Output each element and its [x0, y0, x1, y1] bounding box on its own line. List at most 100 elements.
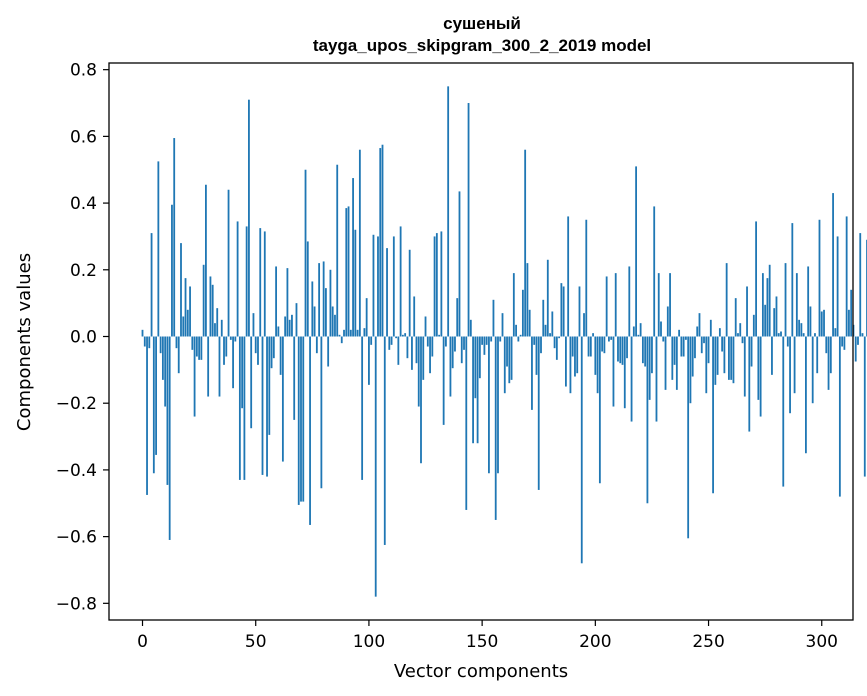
bar-251 [709, 319, 712, 337]
bar-305 [832, 193, 834, 337]
bar-244 [694, 336, 696, 359]
bar-259 [728, 336, 730, 380]
bar-44 [241, 336, 244, 409]
bar-181 [551, 311, 554, 337]
bar-81 [325, 288, 327, 337]
bar-50 [254, 336, 257, 354]
y-tick-label: 0.8 [70, 61, 97, 81]
bar-179 [546, 259, 549, 337]
bar-266 [743, 336, 746, 397]
x-tick-label: 300 [806, 632, 838, 652]
bar-200 [594, 336, 597, 375]
bar-188 [567, 216, 570, 337]
bar-122 [417, 336, 420, 407]
y-tick-label: −0.6 [56, 528, 97, 548]
bar-4 [150, 233, 153, 337]
bar-60 [277, 326, 280, 337]
x-tick-label: 100 [353, 632, 385, 652]
bar-265 [741, 336, 744, 344]
bar-29 [207, 336, 210, 397]
bar-318 [861, 333, 864, 337]
bar-111 [392, 236, 395, 337]
bar-21 [189, 286, 191, 337]
bar-175 [537, 336, 540, 490]
bar-203 [601, 336, 604, 352]
bar-46 [245, 226, 248, 337]
bar-220 [639, 323, 642, 337]
bar-206 [608, 336, 610, 342]
bar-310 [843, 336, 846, 350]
bar-72 [304, 169, 307, 337]
bar-53 [261, 336, 264, 475]
bar-114 [399, 226, 402, 337]
bar-7 [157, 161, 160, 337]
bar-317 [859, 233, 862, 337]
bar-249 [705, 336, 708, 394]
bar-282 [780, 331, 782, 337]
bar-110 [390, 336, 393, 345]
bar-18 [182, 316, 185, 337]
bar-163 [510, 336, 513, 380]
bar-30 [209, 276, 212, 337]
bar-278 [771, 336, 773, 375]
bar-146 [472, 336, 474, 444]
bar-93 [352, 178, 354, 337]
bar-38 [227, 189, 230, 337]
bar-142 [463, 336, 465, 350]
y-tick-label: −0.2 [56, 394, 97, 414]
y-tick-label: −0.8 [56, 594, 97, 614]
bar-117 [406, 336, 409, 359]
bar-153 [488, 336, 490, 474]
bar-284 [784, 263, 787, 337]
bar-174 [535, 336, 538, 375]
bar-238 [680, 336, 683, 357]
bar-104 [377, 236, 379, 337]
bar-101 [370, 336, 373, 345]
bar-260 [730, 336, 733, 380]
bar-5 [152, 336, 155, 474]
bar-243 [691, 336, 694, 377]
bar-301 [823, 309, 825, 337]
bar-65 [288, 319, 291, 337]
bar-228 [657, 273, 660, 337]
bar-167 [519, 334, 522, 337]
bar-31 [211, 284, 214, 337]
bar-225 [651, 336, 653, 374]
bar-294 [807, 266, 810, 337]
bar-176 [540, 336, 542, 354]
bar-285 [786, 336, 789, 347]
bar-229 [660, 321, 662, 337]
bar-133 [442, 336, 445, 425]
bar-8 [159, 336, 162, 354]
bar-151 [483, 336, 486, 355]
bar-109 [388, 336, 391, 350]
bar-197 [587, 336, 590, 357]
y-tick-label: 0.2 [70, 261, 97, 281]
bar-106 [381, 144, 384, 337]
bar-231 [664, 336, 667, 390]
x-axis-ticks: 0 50 100 150 200 250 300 [137, 620, 838, 652]
bar-48 [250, 336, 253, 429]
bar-43 [238, 336, 241, 480]
bar-269 [750, 336, 753, 367]
x-tick-label: 150 [466, 632, 498, 652]
bar-13 [171, 204, 173, 337]
bar-272 [757, 336, 760, 400]
y-tick-label: −0.4 [56, 461, 97, 481]
bar-77 [315, 336, 318, 354]
bar-140 [458, 191, 461, 337]
bar-42 [236, 221, 239, 337]
bar-297 [814, 333, 816, 337]
bar-270 [752, 314, 755, 337]
bars-group [141, 86, 867, 597]
bar-88 [340, 336, 343, 344]
bar-92 [349, 329, 352, 337]
bar-148 [476, 336, 479, 444]
bar-295 [809, 306, 812, 337]
bar-217 [632, 326, 635, 337]
bar-107 [383, 336, 386, 545]
bar-172 [531, 336, 533, 410]
bar-286 [789, 336, 791, 414]
bar-226 [653, 206, 656, 337]
